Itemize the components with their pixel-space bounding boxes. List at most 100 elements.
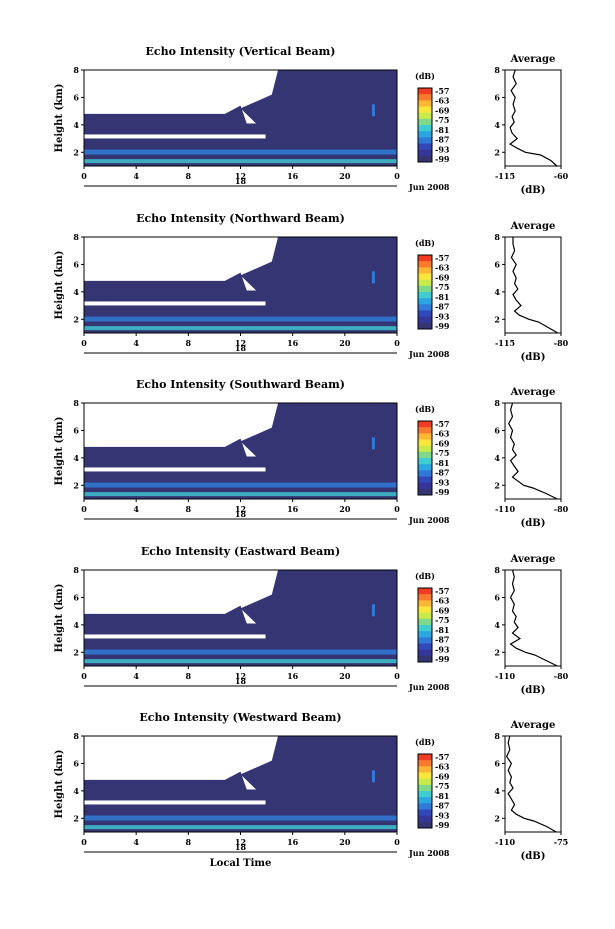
profile-y-tick-label: 8 [494, 565, 500, 575]
y-tick-label: 2 [73, 314, 79, 324]
colorbar-tick-label: -57 [435, 86, 449, 96]
profile-x-tick-label: -110 [495, 504, 515, 514]
colorbar-tick-label: -93 [435, 144, 450, 154]
y-tick-label: 8 [73, 731, 79, 741]
date-day-label: 18 [235, 509, 247, 519]
profile-title: Average [510, 387, 556, 398]
colorbar-tick-label: -81 [435, 292, 449, 302]
date-label: Jun 2008 [408, 682, 450, 692]
x-tick-label: 12 [235, 504, 246, 514]
profile-line [509, 69, 558, 167]
colorbar-swatch [418, 149, 432, 157]
panel-title: Echo Intensity (Northward Beam) [136, 212, 345, 225]
y-tick-label: 8 [73, 232, 79, 242]
colorbar-tick-label: -81 [435, 625, 449, 635]
colorbar-swatch [418, 612, 432, 620]
colorbar-tick-label: -69 [435, 272, 450, 282]
colorbar-tick-label: -99 [435, 820, 450, 830]
profile-y-tick-label: 2 [494, 480, 500, 490]
colorbar-tick-label: -99 [435, 154, 450, 164]
x-tick-label: 0 [81, 504, 87, 514]
y-tick-label: 4 [73, 620, 79, 630]
date-label: Jun 2008 [408, 848, 450, 858]
colorbar-tick-label: -75 [435, 781, 449, 791]
colorbar-swatch [418, 439, 432, 447]
echo-middle-band [84, 771, 247, 790]
x-tick-label: 16 [287, 671, 299, 681]
colorbar-tick-label: -57 [435, 253, 449, 263]
y-tick-label: 4 [73, 120, 79, 130]
x-tick-label: 0 [394, 671, 400, 681]
y-tick-label: 2 [73, 647, 79, 657]
colorbar-swatch [418, 778, 432, 786]
y-tick-label: 6 [73, 259, 79, 269]
white-gap-band [84, 301, 266, 306]
echo-feature [371, 104, 375, 117]
profile-line [509, 569, 558, 667]
white-gap-band [84, 800, 266, 805]
x-tick-label: 0 [394, 504, 400, 514]
profile-x-tick-label: -80 [554, 671, 569, 681]
date-label: Jun 2008 [408, 349, 450, 359]
colorbar-swatch [418, 766, 432, 773]
profile-y-tick-label: 4 [494, 786, 500, 796]
profile-frame [504, 236, 562, 334]
x-tick-label: 4 [133, 338, 139, 348]
boundary-layer-blue [84, 815, 397, 821]
colorbar-tick-label: -87 [435, 135, 449, 145]
echo-feature [371, 770, 375, 783]
white-gap-band [84, 467, 266, 472]
boundary-layer-blue [84, 482, 397, 488]
panel-title: Echo Intensity (Westward Beam) [139, 711, 341, 724]
panel-title: Echo Intensity (Southward Beam) [136, 378, 345, 391]
echo-feature [371, 604, 375, 617]
profile-y-tick-label: 4 [494, 120, 500, 130]
x-tick-label: 0 [394, 338, 400, 348]
colorbar-tick-label: -63 [435, 429, 450, 439]
colorbar-swatch [418, 100, 432, 107]
y-tick-label: 6 [73, 592, 79, 602]
y-tick-label: 4 [73, 287, 79, 297]
x-axis-label: Local Time [210, 858, 272, 869]
boundary-layer-blue [84, 316, 397, 322]
colorbar-tick-label: -69 [435, 438, 450, 448]
x-tick-label: 16 [287, 837, 299, 847]
colorbar-swatch [418, 637, 432, 644]
x-tick-label: 16 [287, 504, 299, 514]
colorbar-tick-label: -99 [435, 487, 450, 497]
profile-y-tick-label: 8 [494, 232, 500, 242]
colorbar-swatch [418, 772, 432, 780]
x-tick-label: 16 [287, 171, 299, 181]
profile-y-tick-label: 8 [494, 398, 500, 408]
echo-lower-layer [84, 456, 397, 499]
colorbar-tick-label: -63 [435, 762, 450, 772]
date-label: Jun 2008 [408, 515, 450, 525]
x-tick-label: 0 [81, 338, 87, 348]
colorbar-swatch [418, 809, 432, 817]
profile-y-tick-label: 4 [494, 287, 500, 297]
profile-x-axis-label: (dB) [521, 518, 546, 529]
colorbar-swatch [418, 618, 432, 626]
echo-upper-right [240, 570, 397, 624]
colorbar-swatch [418, 655, 432, 663]
echo-lower-layer [84, 123, 397, 166]
profile-x-tick-label: -75 [554, 837, 568, 847]
echo-upper-right [240, 736, 397, 790]
profile-y-tick-label: 4 [494, 620, 500, 630]
y-tick-label: 8 [73, 65, 79, 75]
white-gap-band [84, 634, 266, 639]
y-tick-label: 8 [73, 398, 79, 408]
profile-x-axis-label: (dB) [521, 685, 546, 696]
colorbar-swatch [418, 476, 432, 484]
echo-middle-band [84, 105, 247, 124]
colorbar-tick-label: -87 [435, 302, 449, 312]
colorbar-swatch [418, 255, 432, 262]
colorbar-tick-label: -57 [435, 752, 449, 762]
date-day-label: 18 [235, 343, 247, 353]
profile-y-tick-label: 2 [494, 147, 500, 157]
colorbar-swatch [418, 137, 432, 144]
profile-y-tick-label: 8 [494, 731, 500, 741]
colorbar-swatch [418, 273, 432, 281]
colorbar-unit: (dB) [415, 404, 435, 414]
x-tick-label: 12 [235, 338, 246, 348]
